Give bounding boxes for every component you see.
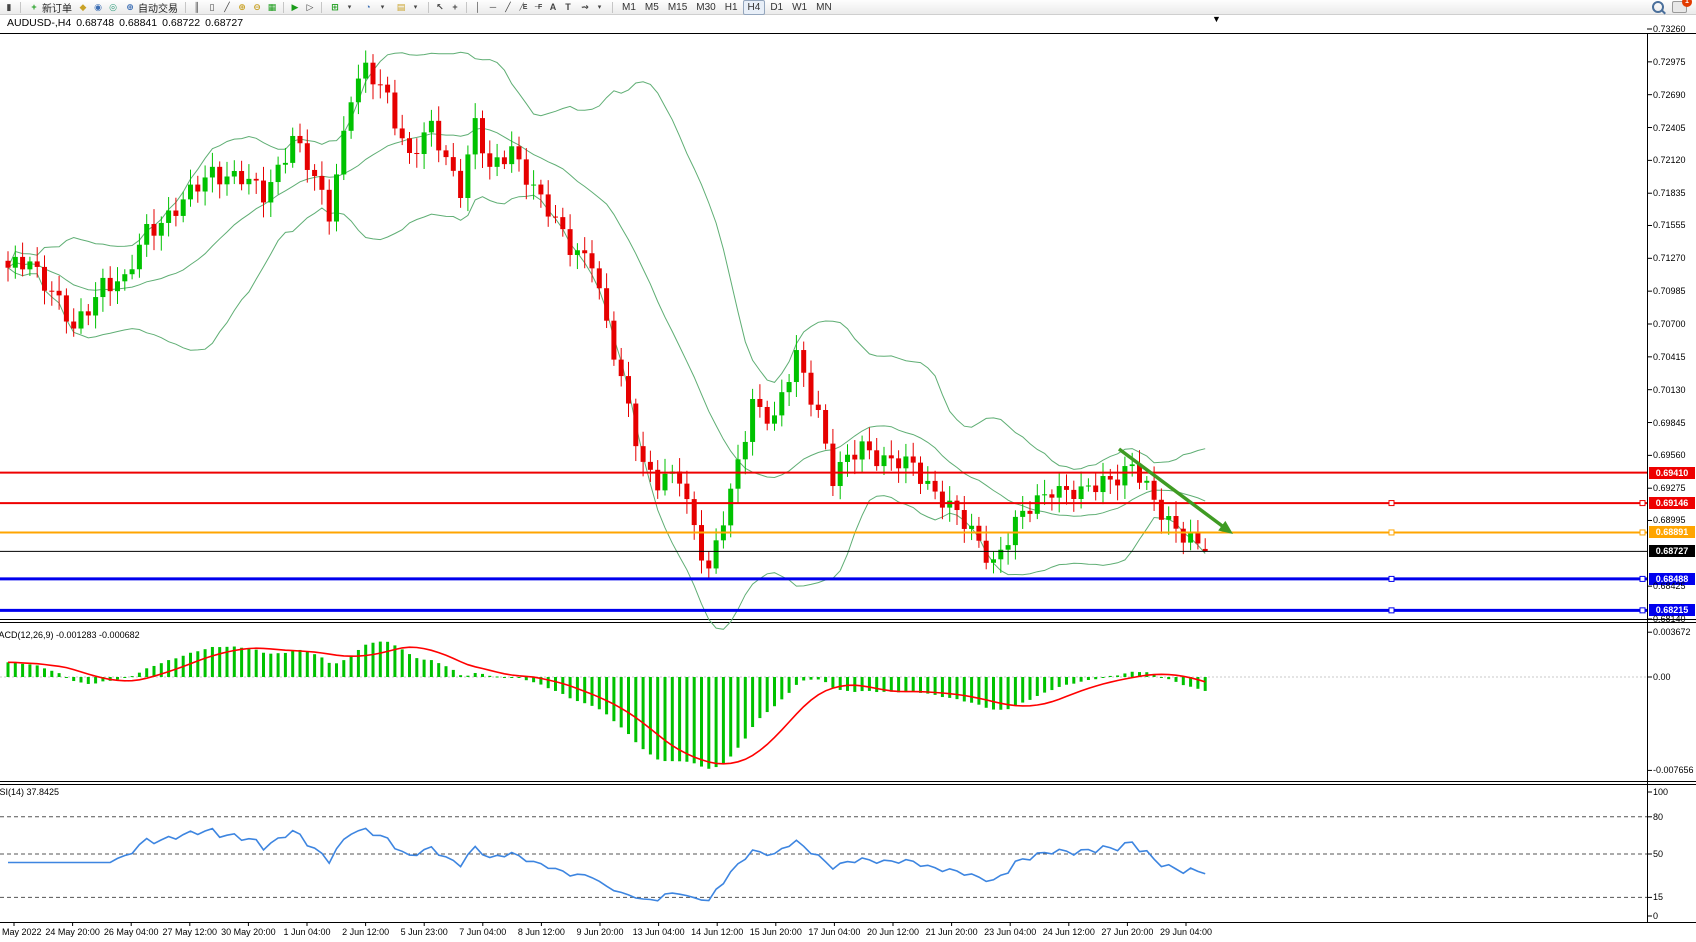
hline-handle[interactable] xyxy=(1388,575,1395,582)
line-chart-button[interactable]: ╱ xyxy=(224,1,230,12)
timeframe-m5-button[interactable]: M5 xyxy=(644,1,659,13)
indicators-button[interactable]: ⊞ ▾ xyxy=(327,1,357,14)
search-icon[interactable] xyxy=(1652,1,1664,13)
indicators-icon: ⊞ xyxy=(331,1,339,12)
equidistant-channel-tool-button[interactable]: ╱E xyxy=(519,3,528,11)
timeframe-h1-button[interactable]: H1 xyxy=(724,1,738,13)
text-tool-button[interactable]: A xyxy=(549,1,557,12)
timeframe-m15-button[interactable]: M15 xyxy=(667,1,688,13)
ohlc-close: 0.68727 xyxy=(205,17,244,29)
vertical-line-tool-button[interactable]: │ xyxy=(475,1,481,12)
new-order-label: 新订单 xyxy=(42,3,72,15)
hline-handle[interactable] xyxy=(1639,607,1646,614)
arrows-icon: ⇝ xyxy=(581,1,589,12)
toolbar-separator xyxy=(20,1,21,13)
new-order-icon: + xyxy=(31,1,37,12)
hline-handle[interactable] xyxy=(1388,529,1395,536)
chevron-down-icon: ▾ xyxy=(380,3,385,11)
chevron-down-icon: ▾ xyxy=(413,3,418,11)
bar-chart-button[interactable]: ║ xyxy=(193,1,201,12)
crosshair-tool-button[interactable]: + xyxy=(452,1,458,12)
chevron-down-icon: ▾ xyxy=(347,3,352,11)
market-watch-icon[interactable]: ◆ xyxy=(79,1,87,12)
horizontal-line-tool-button[interactable]: ─ xyxy=(489,1,497,12)
toolbar-separator xyxy=(185,1,186,13)
chart-shift-button[interactable]: ▷ xyxy=(306,1,314,12)
chat-icon[interactable]: 1 xyxy=(1672,0,1692,13)
ohlc-low: 0.68722 xyxy=(162,17,201,29)
symbol-period: AUDUSD-,H4 xyxy=(7,17,72,29)
new-order-button[interactable]: + 新订单 xyxy=(26,1,74,15)
timeframe-h4-button[interactable]: H4 xyxy=(742,0,766,15)
fibonacci-tool-button[interactable]: ┄F xyxy=(534,3,543,11)
community-icon[interactable]: ◉ xyxy=(94,1,102,12)
toolbar-separator xyxy=(321,1,322,13)
toolbar-right-group: 1 xyxy=(1652,0,1693,13)
ohlc-high: 0.68841 xyxy=(119,17,158,29)
hline-handle[interactable] xyxy=(1639,500,1646,507)
hline-handle[interactable] xyxy=(1639,575,1646,582)
ohlc-open: 0.68748 xyxy=(76,17,115,29)
autotrading-globe-icon: ⊕ xyxy=(126,1,134,12)
text-label-tool-button[interactable]: T xyxy=(565,1,571,12)
chart-title: AUDUSD-,H4 0.68748 0.68841 0.68722 0.687… xyxy=(7,17,243,32)
signals-icon[interactable]: ◎ xyxy=(109,1,117,12)
autotrading-label: 自动交易 xyxy=(138,3,178,15)
macd-indicator-label: MACD(12,26,9) -0.001283 -0.000682 xyxy=(0,630,140,640)
timeframe-mn-button[interactable]: MN xyxy=(816,1,832,13)
templates-icon: ▤ xyxy=(396,1,406,12)
notification-badge: 1 xyxy=(1682,0,1692,7)
toolbar: ▮ + 新订单 ◆ ◉ ◎ ⊕ 自动交易 ║ ▯ ╱ ⊕ ⊖ ▦ ▶ ▷ ⊞ ▾… xyxy=(0,0,1696,15)
toolbar-separator xyxy=(612,1,613,13)
hline-handle[interactable] xyxy=(1388,500,1395,507)
chevron-down-icon: ▾ xyxy=(597,3,602,11)
candlestick-chart-button[interactable]: ▯ xyxy=(209,1,215,12)
timeframe-m30-button[interactable]: M30 xyxy=(696,1,716,13)
timeframe-w1-button[interactable]: W1 xyxy=(792,1,808,13)
zoom-in-button[interactable]: ⊕ xyxy=(238,1,246,12)
toolbar-separator xyxy=(466,1,467,13)
zoom-out-button[interactable]: ⊖ xyxy=(253,1,261,12)
timeframe-toolbar: M1 M5 M15 M30 H1 H4 D1 W1 MN xyxy=(618,0,836,15)
templates-button[interactable]: ▤ ▾ xyxy=(393,1,423,14)
auto-scroll-button[interactable]: ▶ xyxy=(291,1,299,12)
chart-icon-partial[interactable]: ▮ xyxy=(6,1,12,12)
arrows-tool-button[interactable]: ⇝ ▾ xyxy=(577,1,607,14)
trendline-tool-button[interactable]: ╱ xyxy=(505,1,511,12)
autotrading-button[interactable]: ⊕ 自动交易 xyxy=(122,1,180,15)
cursor-tool-button[interactable]: ↖ xyxy=(436,1,444,12)
toolbar-separator xyxy=(428,1,429,13)
timeframe-m1-button[interactable]: M1 xyxy=(622,1,636,13)
periods-button[interactable]: ◔ ▾ xyxy=(360,1,390,14)
hline-handle[interactable] xyxy=(1388,607,1395,614)
last-bar-marker-icon[interactable]: ▼ xyxy=(1212,14,1221,24)
tile-windows-button[interactable]: ▦ xyxy=(267,1,277,12)
rsi-indicator-label: RSI(14) 37.8425 xyxy=(0,787,60,797)
timeframe-d1-button[interactable]: D1 xyxy=(770,1,784,13)
clock-icon: ◔ xyxy=(365,1,371,12)
hline-handle[interactable] xyxy=(1639,529,1646,536)
toolbar-separator xyxy=(283,1,284,13)
